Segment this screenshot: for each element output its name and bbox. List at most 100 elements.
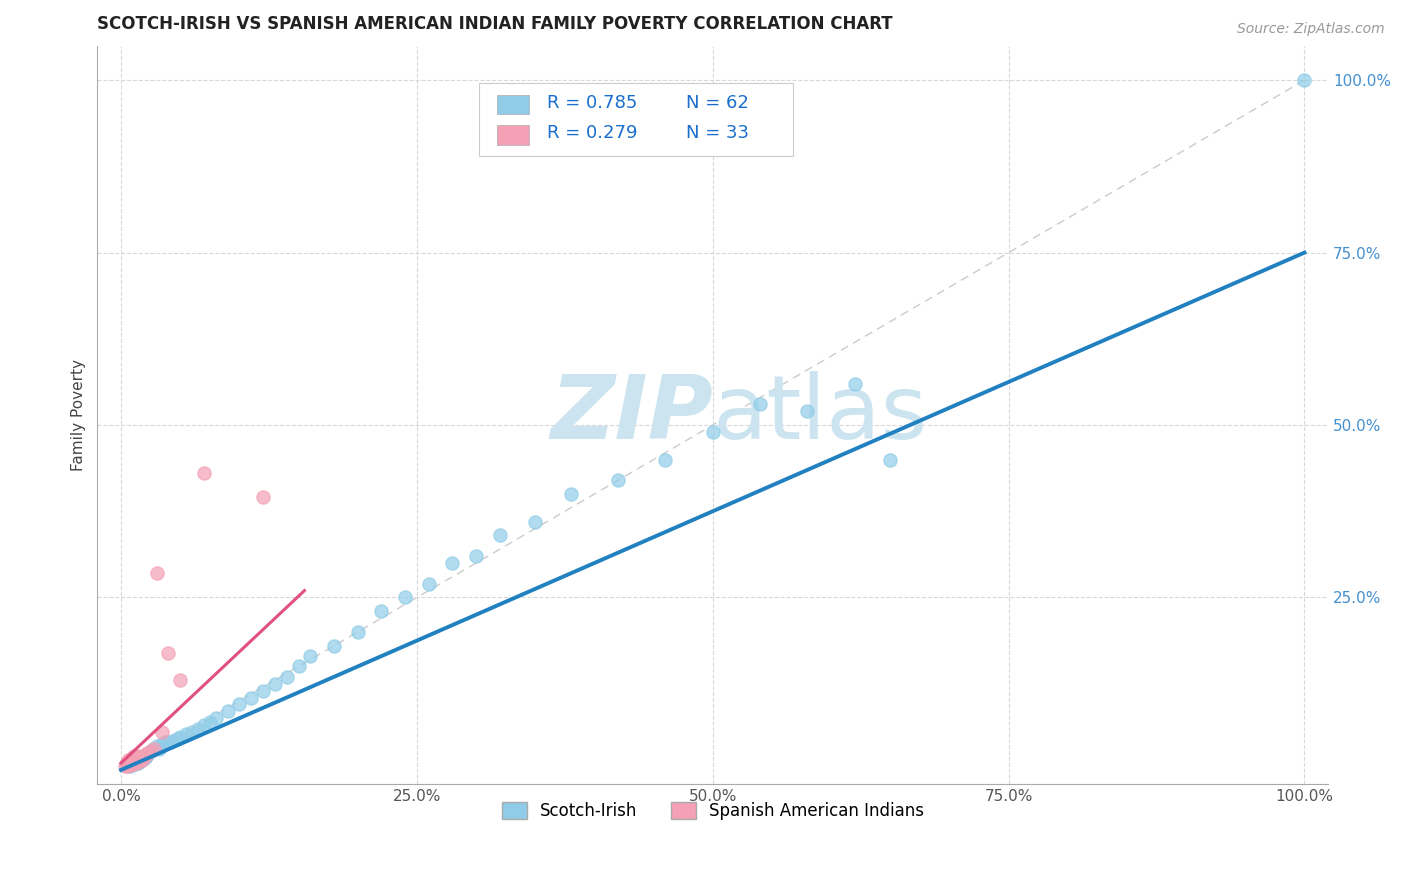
Point xyxy=(181,725,204,739)
Point xyxy=(134,749,156,764)
Text: R = 0.785: R = 0.785 xyxy=(547,95,637,112)
Point xyxy=(121,756,143,770)
Point xyxy=(252,683,274,698)
Point xyxy=(129,754,152,768)
Point xyxy=(702,425,724,439)
Point xyxy=(129,750,152,764)
Point xyxy=(228,698,250,712)
Point xyxy=(844,376,866,391)
Point xyxy=(160,734,183,748)
Point xyxy=(879,452,901,467)
Point xyxy=(193,467,215,481)
Point xyxy=(115,759,138,773)
Point xyxy=(114,757,136,772)
Point xyxy=(193,718,215,732)
Point xyxy=(122,749,145,764)
Point xyxy=(145,739,167,753)
Point xyxy=(136,747,159,762)
Point xyxy=(124,757,146,772)
Point xyxy=(139,744,162,758)
Point xyxy=(1294,73,1316,87)
Legend: Scotch-Irish, Spanish American Indians: Scotch-Irish, Spanish American Indians xyxy=(495,796,931,827)
Point xyxy=(152,737,174,751)
Text: R = 0.279: R = 0.279 xyxy=(547,125,637,143)
Point xyxy=(488,528,510,542)
Point xyxy=(127,756,149,770)
Point xyxy=(128,755,150,769)
Point xyxy=(139,744,162,758)
Text: ZIP: ZIP xyxy=(550,371,713,458)
Point xyxy=(121,756,143,770)
Point xyxy=(157,735,180,749)
Point xyxy=(299,649,322,664)
Text: atlas: atlas xyxy=(713,371,928,458)
Point xyxy=(117,756,139,770)
Point xyxy=(131,753,153,767)
Point xyxy=(120,754,142,768)
Point xyxy=(252,491,274,505)
Point xyxy=(117,753,139,767)
Point xyxy=(120,758,142,772)
Point xyxy=(135,749,157,764)
Point xyxy=(654,452,676,467)
Point xyxy=(127,755,149,769)
Point xyxy=(121,750,143,764)
Point xyxy=(174,727,197,741)
Point xyxy=(287,659,309,673)
Point xyxy=(217,704,239,718)
Point xyxy=(560,487,582,501)
Point xyxy=(394,591,416,605)
FancyBboxPatch shape xyxy=(498,126,529,145)
Point xyxy=(121,757,143,772)
Point xyxy=(749,397,772,411)
Point xyxy=(169,673,191,688)
Y-axis label: Family Poverty: Family Poverty xyxy=(72,359,86,471)
Text: N = 33: N = 33 xyxy=(686,125,748,143)
Point xyxy=(134,750,156,764)
Point xyxy=(114,759,136,773)
Point xyxy=(465,549,488,563)
Point xyxy=(129,753,152,767)
Point xyxy=(148,742,170,756)
Point xyxy=(145,566,167,581)
Point xyxy=(346,625,368,640)
Point xyxy=(120,759,142,773)
Point xyxy=(142,742,165,756)
Point xyxy=(323,639,346,653)
Point xyxy=(129,750,152,764)
Point xyxy=(607,473,630,487)
FancyBboxPatch shape xyxy=(498,95,529,114)
Point xyxy=(198,714,221,729)
Point xyxy=(128,749,150,764)
Point xyxy=(263,676,285,690)
Point xyxy=(418,576,440,591)
Point xyxy=(132,749,155,764)
Point xyxy=(370,604,392,618)
Point xyxy=(240,690,263,705)
Point xyxy=(125,753,148,767)
Point xyxy=(169,730,191,744)
Point xyxy=(153,735,176,749)
Point xyxy=(166,731,188,746)
Point xyxy=(118,758,141,772)
Point xyxy=(152,725,174,739)
Point xyxy=(122,756,145,770)
Point xyxy=(121,753,143,767)
Point xyxy=(115,759,138,773)
Text: SCOTCH-IRISH VS SPANISH AMERICAN INDIAN FAMILY POVERTY CORRELATION CHART: SCOTCH-IRISH VS SPANISH AMERICAN INDIAN … xyxy=(97,15,893,33)
Text: Source: ZipAtlas.com: Source: ZipAtlas.com xyxy=(1237,22,1385,37)
Point xyxy=(125,755,148,769)
Point xyxy=(128,753,150,767)
Point xyxy=(132,749,155,764)
Point xyxy=(204,711,226,725)
Point xyxy=(125,753,148,767)
Point xyxy=(157,646,180,660)
FancyBboxPatch shape xyxy=(479,83,793,156)
Point xyxy=(122,756,145,770)
Point xyxy=(136,746,159,760)
Point xyxy=(276,670,298,684)
Point xyxy=(187,722,209,736)
Text: N = 62: N = 62 xyxy=(686,95,748,112)
Point xyxy=(796,404,818,418)
Point xyxy=(143,742,166,756)
